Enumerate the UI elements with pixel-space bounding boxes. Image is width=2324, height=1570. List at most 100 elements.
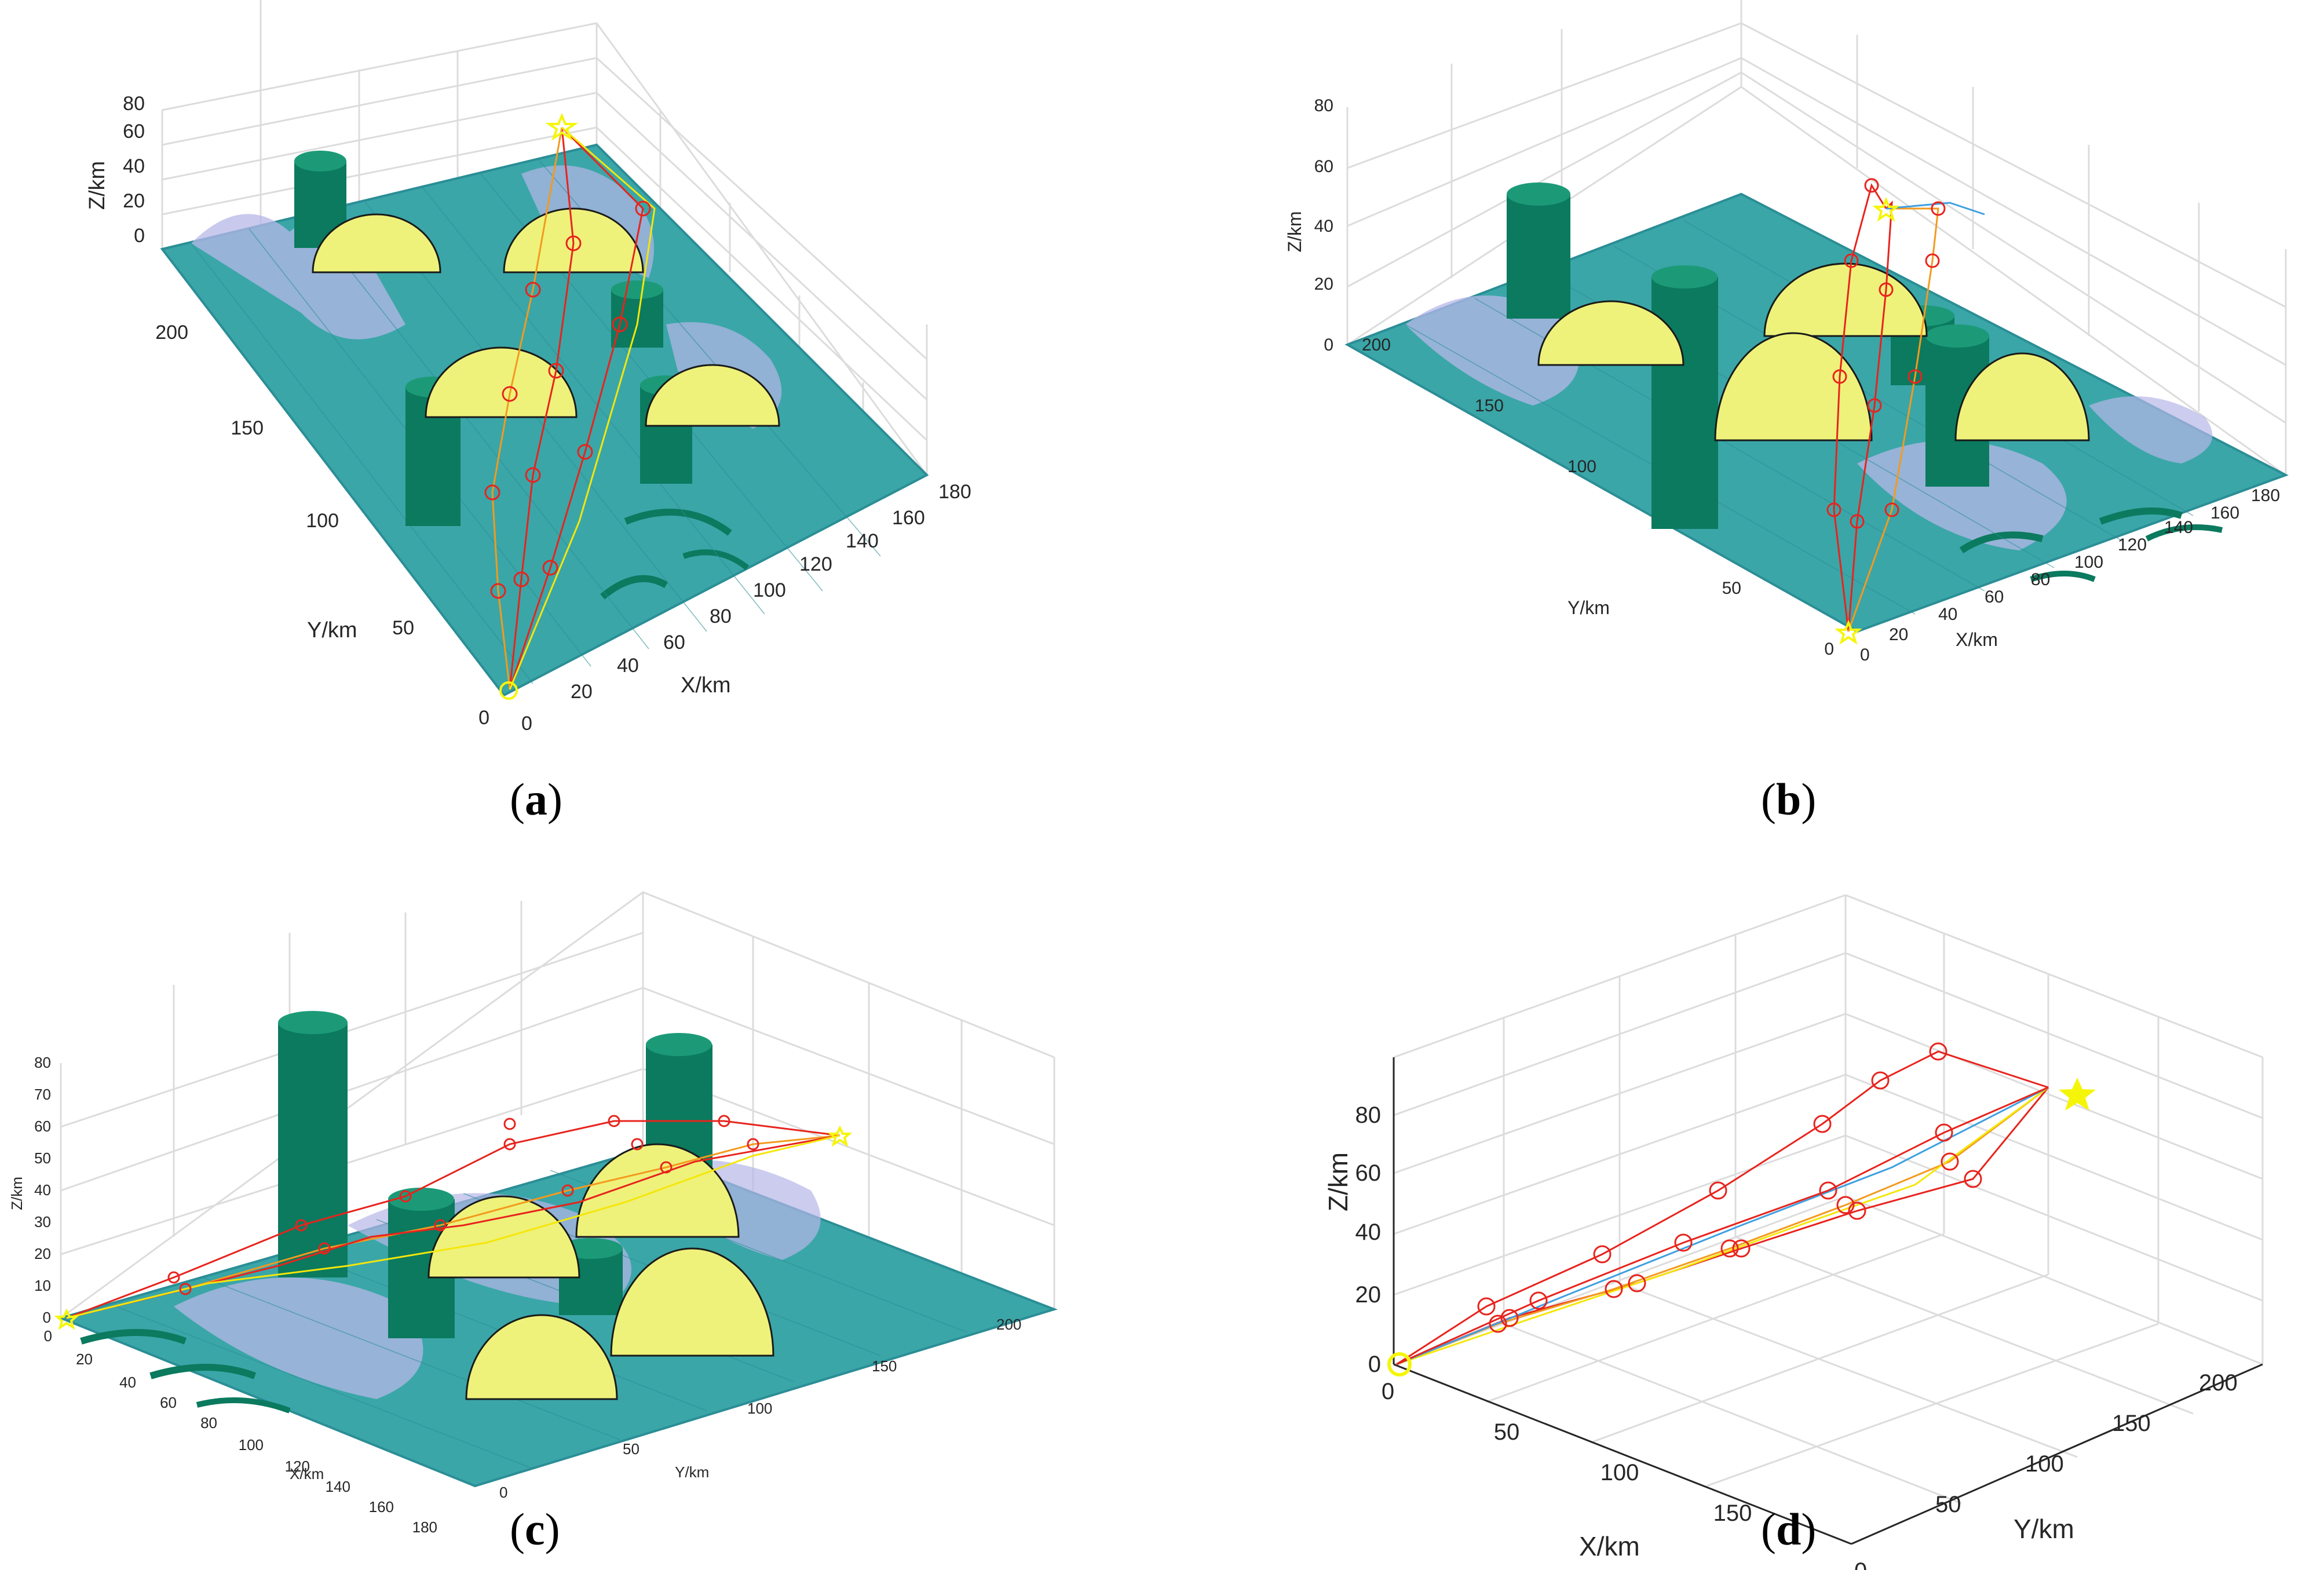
panel-a-xlabel: X/km	[681, 673, 731, 698]
panel-c-plot: 0 10 20 30 40 50 60 70 80 0 20 40 60 80 …	[8, 891, 1058, 1536]
panel-b-goal-star	[1872, 196, 1900, 222]
panel-c-yt-4: 200	[996, 1316, 1021, 1333]
panel-d-zt-2: 40	[1355, 1220, 1382, 1245]
panel-b-xt-0: 0	[1860, 645, 1870, 664]
panel-c-zt-6: 60	[34, 1118, 51, 1135]
panel-b-grid	[1346, 0, 2287, 476]
panel-b-x-ticks: 0 20 40 60 80 100 120 140 160 180	[1860, 486, 2280, 664]
panel-c-xt-5: 100	[239, 1436, 264, 1454]
panel-c-zt-8: 80	[34, 1054, 51, 1071]
panel-a-yt-4: 200	[155, 322, 188, 344]
panel-d-y-ticks: 0 50 100 150 200	[1854, 1370, 2238, 1570]
panel-a-zt-0: 0	[134, 225, 145, 247]
panel-c-xt-9: 180	[412, 1518, 437, 1536]
panel-b-yt-0: 0	[1824, 640, 1834, 659]
panel-a-plot: 0 20 40 60 80 0 50 100 150 200 0 20 40 6…	[85, 0, 971, 735]
panel-b-plot: 0 20 40 60 80 0 50 100 150 200 0 20 40 6…	[1284, 0, 2289, 664]
caption-d: (d)	[1761, 1504, 1817, 1554]
caption-letter: a	[524, 774, 547, 824]
panel-a-xt-2: 40	[617, 655, 639, 677]
panel-b-xt-1: 20	[1889, 625, 1908, 644]
panel-b-start-star	[1835, 619, 1862, 645]
panel-c-yt-0: 0	[499, 1484, 507, 1501]
panel-b-xlabel: X/km	[1956, 629, 1998, 650]
panel-a-yt-3: 150	[231, 417, 264, 439]
panel-d-waypoints	[1477, 1042, 1982, 1333]
panel-b-yt-4: 200	[1362, 335, 1391, 355]
panel-c-xt-6: 120	[285, 1458, 310, 1475]
panel-c-zt-4: 40	[34, 1181, 51, 1199]
panel-a-yt-0: 0	[478, 707, 489, 729]
panel-a: 0 20 40 60 80 0 50 100 150 200 0 20 40 6…	[0, 0, 1162, 785]
panel-c-y-ticks: 0 50 100 150 200	[499, 1316, 1021, 1501]
caption-b: (b)	[1761, 774, 1817, 824]
panel-b: 0 20 40 60 80 0 50 100 150 200 0 20 40 6…	[1162, 0, 2324, 785]
panel-b-xt-4: 80	[2031, 570, 2050, 589]
panel-a-xt-6: 120	[799, 553, 832, 575]
panel-c-xt-2: 40	[119, 1374, 136, 1391]
panel-a-zt-1: 20	[123, 190, 145, 212]
panel-b-xt-2: 40	[1938, 605, 1957, 624]
panel-c-xt-8: 160	[369, 1498, 394, 1516]
panel-d-yt-2: 100	[2025, 1451, 2064, 1477]
panel-c-z-ticks: 0 10 20 30 40 50 60 70 80	[34, 1054, 51, 1326]
panel-c-x-ticks: 0 20 40 60 80 100 120 140 160 180	[44, 1327, 437, 1536]
panel-d-yt-3: 150	[2112, 1411, 2151, 1436]
panel-b-domes	[1537, 262, 2090, 441]
caption-letter: b	[1775, 774, 1802, 824]
panel-a-yt-1: 50	[392, 617, 414, 639]
panel-a-xt-8: 160	[892, 507, 925, 529]
panel-a-xt-4: 80	[710, 605, 732, 627]
panel-d-xt-2: 100	[1601, 1460, 1639, 1485]
panel-b-yt-3: 150	[1475, 396, 1504, 415]
panel-c-yt-2: 100	[747, 1400, 772, 1417]
panel-a-grid	[161, 0, 928, 476]
panel-d-xlabel: X/km	[1579, 1531, 1640, 1561]
panel-a-yt-2: 100	[306, 510, 339, 532]
panel-b-zt-1: 20	[1314, 275, 1333, 294]
panel-d-ylabel: Y/km	[2014, 1514, 2074, 1544]
panel-b-y-ticks: 0 50 100 150 200	[1362, 335, 1834, 659]
panel-d-x-ticks: 0 50 100 150	[1382, 1379, 1752, 1526]
panel-a-zt-2: 40	[123, 155, 145, 177]
panel-a-xt-3: 60	[663, 631, 685, 653]
panel-d-goal-star	[2059, 1078, 2096, 1111]
panel-d-yt-0: 0	[1854, 1558, 1867, 1570]
panel-c-zt-1: 10	[34, 1277, 51, 1294]
panel-d-start-marker	[1387, 1352, 1412, 1377]
panel-c-yt-1: 50	[623, 1440, 640, 1458]
panel-b-paths	[1833, 183, 1985, 632]
panel-c-zt-5: 50	[34, 1149, 51, 1167]
panel-d-xt-0: 0	[1382, 1379, 1394, 1404]
panel-a-z-ticks: 0 20 40 60 80	[123, 93, 145, 247]
panel-c-xt-4: 80	[200, 1414, 217, 1432]
panel-c-paths	[66, 1120, 841, 1319]
panel-c-xlabel: X/km	[290, 1465, 324, 1483]
panel-d-axes	[1393, 1057, 2263, 1545]
panel-d-zt-0: 0	[1368, 1352, 1381, 1377]
panel-c-xt-3: 60	[160, 1394, 177, 1411]
panel-b-zlabel: Z/km	[1284, 211, 1305, 252]
panel-a-paths	[491, 126, 656, 690]
panel-a-xt-1: 20	[571, 681, 593, 703]
panel-c-xt-7: 140	[326, 1478, 350, 1495]
panel-d-z-ticks: 0 20 40 60 80	[1355, 1102, 1382, 1377]
panel-d-xt-3: 150	[1713, 1500, 1752, 1526]
panel-d-zlabel: Z/km	[1323, 1152, 1353, 1211]
panel-a-zt-4: 80	[123, 93, 145, 115]
panel-a-xt-7: 140	[846, 530, 879, 552]
panel-b-xt-8: 160	[2210, 503, 2239, 523]
panel-b-xt-7: 140	[2164, 518, 2193, 537]
panel-c-ylabel: Y/km	[675, 1463, 709, 1481]
panel-a-goal-star	[545, 112, 579, 141]
panel-c-zt-3: 30	[34, 1213, 51, 1231]
panel-b-xt-5: 100	[2074, 553, 2103, 572]
panel-c: 0 10 20 30 40 50 60 70 80 0 20 40 60 80 …	[0, 785, 1162, 1570]
panel-a-zt-3: 60	[123, 121, 145, 143]
panel-c-zt-0: 0	[43, 1309, 51, 1326]
panel-d-yt-4: 200	[2199, 1370, 2238, 1396]
panel-b-zt-4: 80	[1314, 96, 1333, 115]
panel-a-x-ticks: 0 20 40 60 80 100 120 140 160 180	[521, 481, 971, 735]
panel-c-xt-0: 0	[44, 1327, 52, 1345]
panel-c-start-star	[54, 1308, 79, 1330]
